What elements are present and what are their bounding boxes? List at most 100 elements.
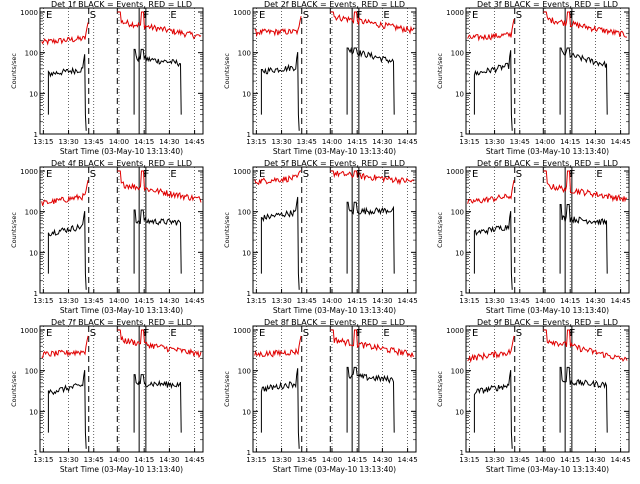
interval-marker-label: S bbox=[303, 169, 309, 180]
lld-series-line bbox=[254, 16, 302, 38]
y-tick-label: 1 bbox=[34, 131, 38, 139]
plot-title: Det 9f BLACK = Events, RED = LLD bbox=[477, 318, 618, 327]
x-tick-label: 14:30 bbox=[159, 456, 179, 464]
plot-frame bbox=[465, 7, 630, 135]
x-tick-label: 14:00 bbox=[322, 138, 342, 146]
x-tick-label: 14:15 bbox=[134, 456, 154, 464]
interval-marker-label: E bbox=[383, 169, 389, 180]
interval-marker-label: S bbox=[90, 328, 96, 339]
plot-title: Det 6f BLACK = Events, RED = LLD bbox=[477, 159, 618, 168]
x-tick-label: 13:15 bbox=[459, 138, 479, 146]
interval-marker-label: E bbox=[383, 10, 389, 21]
y-tick-label: 1 bbox=[460, 131, 464, 139]
x-tick-label: 14:30 bbox=[585, 138, 605, 146]
y-tick-label: 10 bbox=[242, 90, 251, 98]
lld-series-line bbox=[254, 170, 302, 186]
y-tick-label: 1000 bbox=[446, 327, 464, 335]
x-tick-label: 13:45 bbox=[297, 138, 317, 146]
plot-title: Det 8f BLACK = Events, RED = LLD bbox=[264, 318, 405, 327]
x-tick-label: 13:15 bbox=[459, 297, 479, 305]
x-tick-label: 14:30 bbox=[159, 297, 179, 305]
events-series-line bbox=[260, 368, 300, 449]
y-tick-label: 10 bbox=[455, 408, 464, 416]
y-tick-label: 1 bbox=[460, 290, 464, 298]
x-tick-label: 13:15 bbox=[246, 297, 266, 305]
x-tick-label: 13:30 bbox=[484, 456, 504, 464]
interval-marker-label: E bbox=[259, 169, 265, 180]
x-tick-label: 13:15 bbox=[33, 297, 53, 305]
y-axis-label: Counts/sec bbox=[10, 53, 18, 89]
plot-frame bbox=[465, 325, 630, 453]
plot-title: Det 5f BLACK = Events, RED = LLD bbox=[264, 159, 405, 168]
y-axis-label: Counts/sec bbox=[10, 212, 18, 248]
y-tick-label: 10 bbox=[29, 249, 38, 257]
x-axis-label: Start Time (03-May-10 13:13:40) bbox=[273, 147, 396, 156]
events-series-line bbox=[473, 211, 513, 290]
x-tick-label: 13:45 bbox=[297, 456, 317, 464]
x-tick-label: 14:00 bbox=[535, 456, 555, 464]
interval-marker-label: F bbox=[144, 169, 150, 180]
x-tick-label: 13:45 bbox=[510, 297, 530, 305]
y-tick-label: 100 bbox=[451, 50, 464, 58]
x-tick-label: 14:00 bbox=[109, 456, 129, 464]
detector-plot: 1 10 100 1000 13:15 13:30 13:45 14:00 14:15 14:30… bbox=[223, 159, 418, 315]
lld-series-line bbox=[117, 170, 202, 203]
lld-series-line bbox=[330, 11, 415, 35]
y-tick-label: 100 bbox=[238, 368, 251, 376]
y-tick-label: 1000 bbox=[233, 168, 251, 176]
y-tick-label: 1000 bbox=[20, 168, 38, 176]
x-tick-label: 14:45 bbox=[611, 456, 631, 464]
x-axis-label: Start Time (03-May-10 13:13:40) bbox=[486, 147, 609, 156]
lld-series-line bbox=[543, 11, 628, 38]
interval-marker-label: E bbox=[596, 328, 602, 339]
y-tick-label: 100 bbox=[238, 50, 251, 58]
interval-marker-label: E bbox=[46, 169, 52, 180]
y-tick-label: 100 bbox=[25, 209, 38, 217]
detector-plot: 1 10 100 1000 13:15 13:30 13:45 14:00 14:15 14:30… bbox=[436, 0, 631, 156]
interval-marker-label: S bbox=[516, 328, 522, 339]
y-axis-label: Counts/sec bbox=[223, 371, 231, 407]
events-series-line bbox=[559, 204, 608, 274]
x-tick-label: 14:45 bbox=[398, 456, 418, 464]
x-axis-label: Start Time (03-May-10 13:13:40) bbox=[60, 147, 183, 156]
interval-marker-label: E bbox=[596, 10, 602, 21]
y-tick-label: 1000 bbox=[446, 9, 464, 17]
y-tick-label: 1000 bbox=[20, 9, 38, 17]
interval-marker-label: E bbox=[259, 328, 265, 339]
lld-series-line bbox=[254, 335, 302, 358]
x-tick-label: 13:30 bbox=[271, 456, 291, 464]
y-tick-label: 1 bbox=[247, 131, 251, 139]
plot-frame bbox=[252, 166, 417, 294]
x-tick-label: 14:30 bbox=[372, 138, 392, 146]
x-tick-label: 14:15 bbox=[347, 297, 367, 305]
interval-marker-label: S bbox=[516, 10, 522, 21]
interval-marker-label: F bbox=[570, 10, 576, 21]
x-tick-label: 13:45 bbox=[510, 138, 530, 146]
y-tick-label: 10 bbox=[242, 408, 251, 416]
plot-title: Det 2f BLACK = Events, RED = LLD bbox=[264, 0, 405, 9]
interval-marker-label: S bbox=[303, 10, 309, 21]
x-tick-label: 14:45 bbox=[398, 138, 418, 146]
interval-marker-label: E bbox=[46, 328, 52, 339]
interval-marker-label: E bbox=[472, 169, 478, 180]
lld-series-line bbox=[41, 22, 89, 46]
x-tick-label: 14:45 bbox=[611, 138, 631, 146]
events-series-line bbox=[133, 48, 182, 115]
detector-plot: 1 10 100 1000 13:15 13:30 13:45 14:00 14:15 14:30… bbox=[10, 0, 205, 156]
x-axis-label: Start Time (03-May-10 13:13:40) bbox=[60, 306, 183, 315]
x-tick-label: 14:30 bbox=[372, 456, 392, 464]
events-series-line bbox=[559, 47, 608, 115]
x-tick-label: 13:45 bbox=[297, 297, 317, 305]
x-tick-label: 14:15 bbox=[134, 297, 154, 305]
y-axis-label: Counts/sec bbox=[436, 371, 444, 407]
x-tick-label: 14:15 bbox=[347, 138, 367, 146]
y-tick-label: 1000 bbox=[233, 327, 251, 335]
x-tick-label: 14:15 bbox=[347, 456, 367, 464]
interval-marker-label: S bbox=[303, 328, 309, 339]
x-tick-label: 14:00 bbox=[535, 138, 555, 146]
events-series-line bbox=[346, 366, 395, 433]
y-tick-label: 10 bbox=[29, 408, 38, 416]
x-tick-label: 14:30 bbox=[585, 456, 605, 464]
x-tick-label: 13:30 bbox=[58, 456, 78, 464]
x-tick-label: 14:45 bbox=[398, 297, 418, 305]
